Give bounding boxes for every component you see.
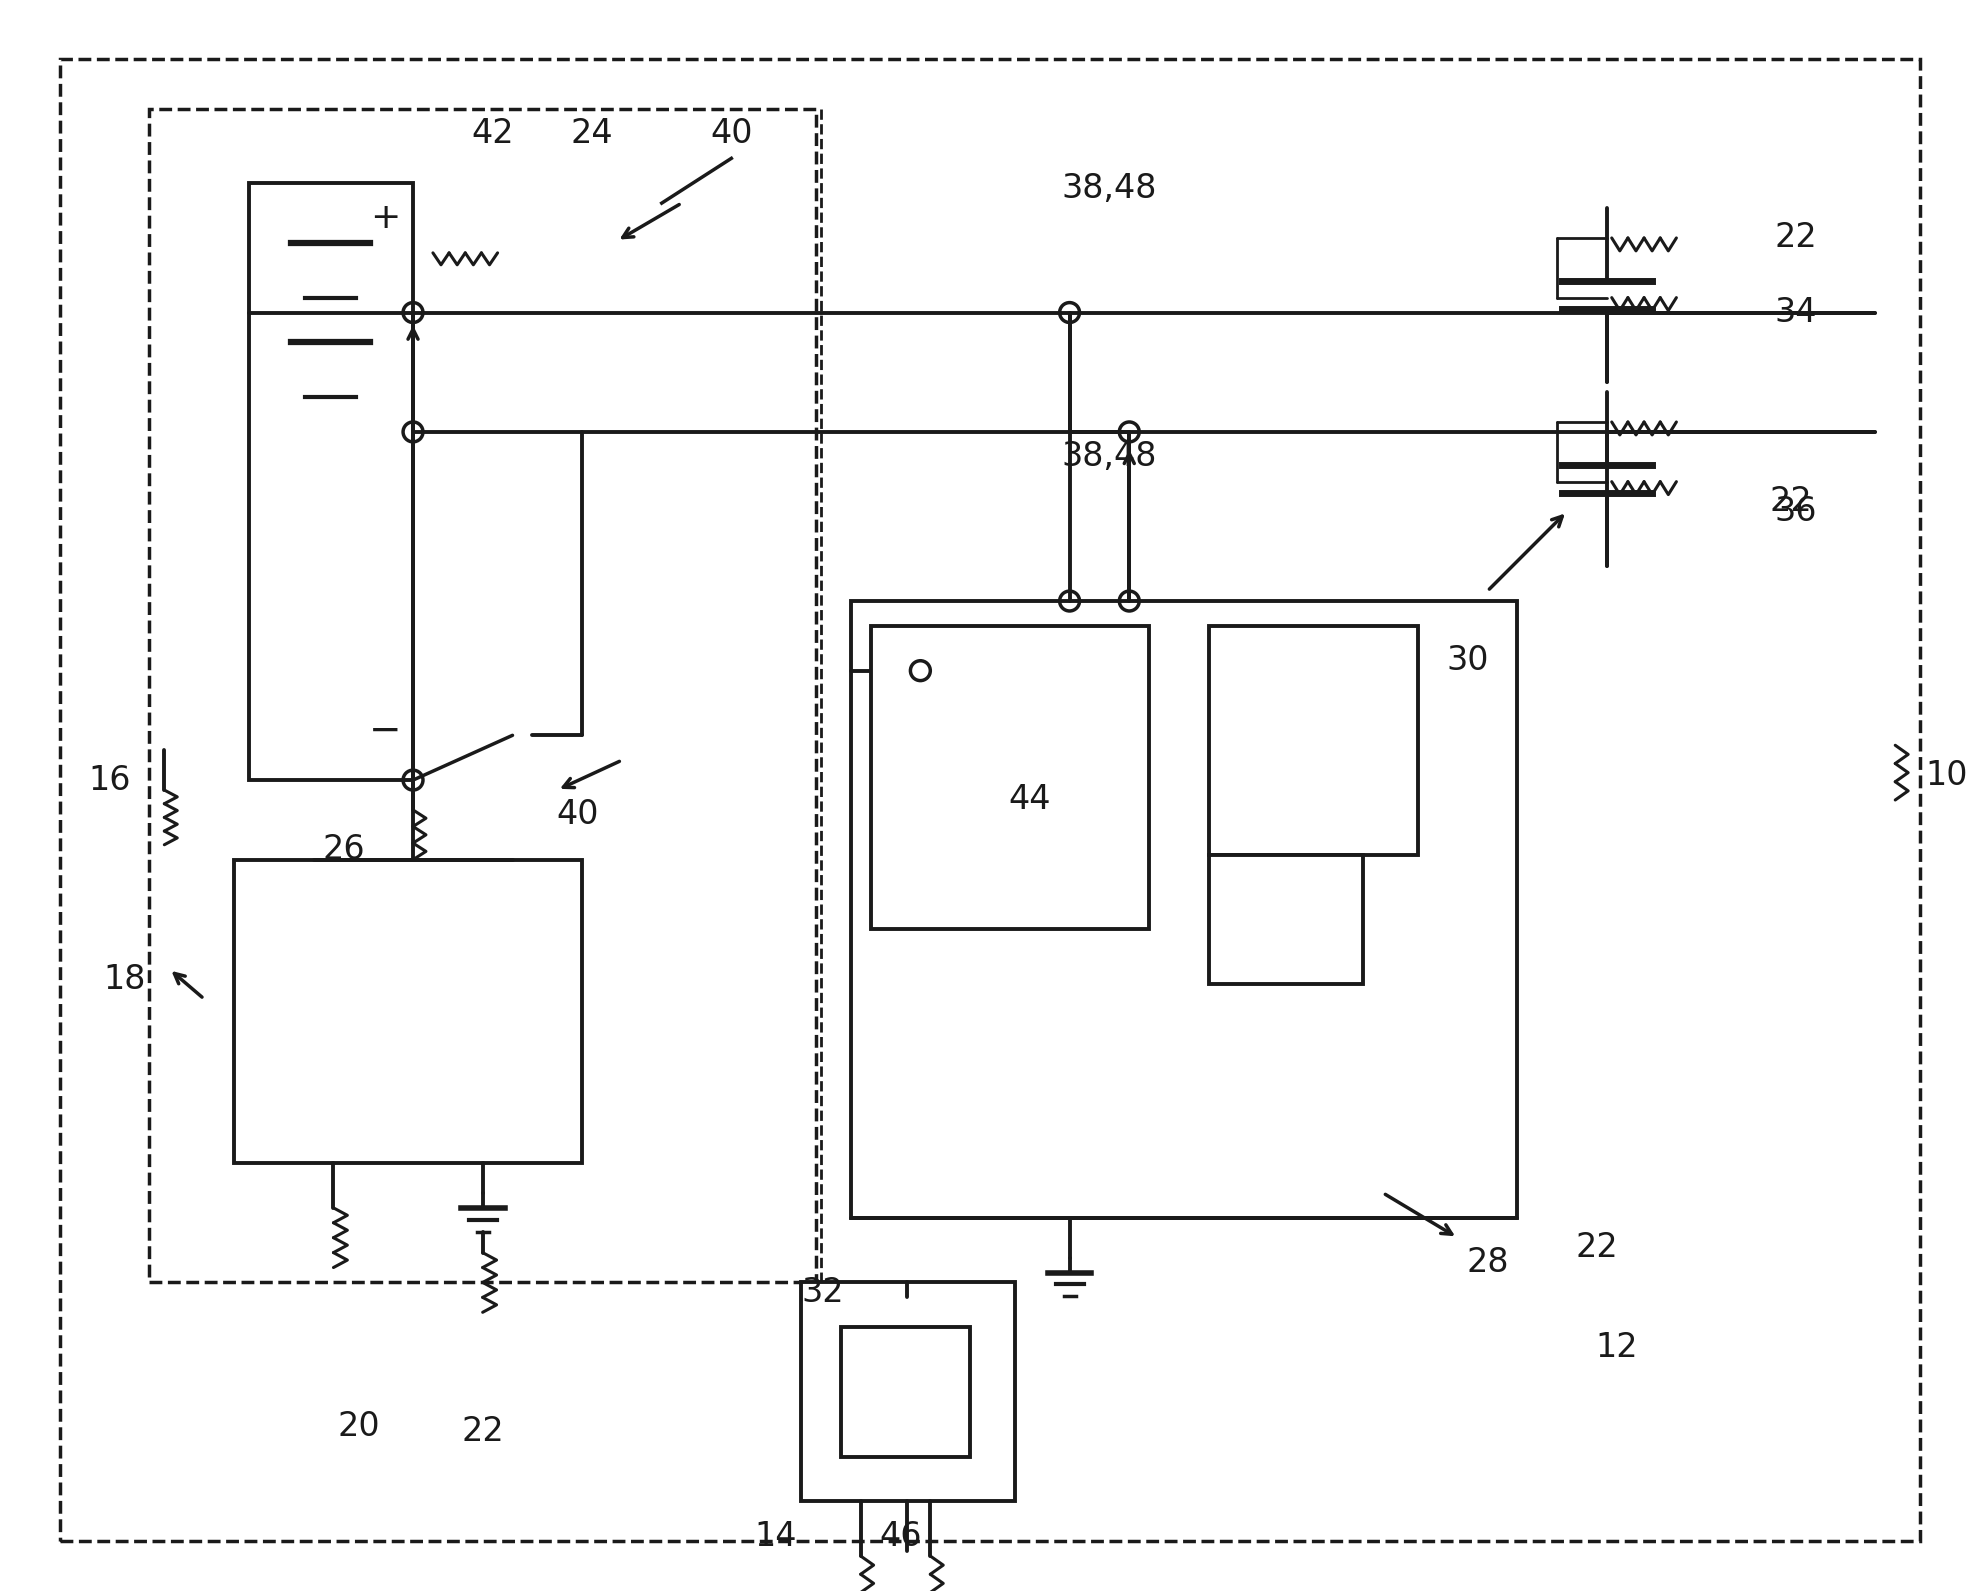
Bar	[1209, 855, 1364, 984]
Text: 26: 26	[323, 833, 364, 866]
Text: 40: 40	[710, 116, 752, 150]
Text: 22: 22	[1769, 485, 1813, 518]
Text: 14: 14	[754, 1520, 798, 1552]
Bar	[249, 183, 414, 780]
Text: 28: 28	[1466, 1246, 1508, 1279]
Text: 32: 32	[801, 1276, 843, 1309]
Bar	[851, 601, 1518, 1219]
Text: 38,48: 38,48	[1061, 172, 1158, 204]
Text: 22: 22	[1575, 1231, 1619, 1265]
Text: 30: 30	[1447, 644, 1488, 678]
Text: −: −	[368, 711, 402, 750]
Text: 46: 46	[879, 1520, 922, 1552]
Text: 22: 22	[1775, 222, 1817, 255]
Text: 10: 10	[1926, 759, 1967, 791]
Text: 44: 44	[1009, 783, 1051, 817]
Text: 40: 40	[556, 799, 598, 831]
Bar	[148, 108, 815, 1282]
Bar	[1209, 625, 1417, 855]
Text: +: +	[370, 201, 400, 234]
Text: 18: 18	[103, 962, 146, 995]
Text: 34: 34	[1775, 297, 1817, 329]
Text: 42: 42	[471, 116, 515, 150]
Text: 20: 20	[336, 1410, 380, 1443]
Text: 24: 24	[570, 116, 613, 150]
Text: 22: 22	[461, 1415, 505, 1448]
Bar	[234, 860, 582, 1163]
Text: 12: 12	[1595, 1330, 1639, 1364]
Text: 36: 36	[1775, 494, 1817, 528]
Bar	[841, 1327, 970, 1456]
Bar	[801, 1282, 1015, 1501]
Bar	[871, 625, 1150, 930]
Text: 38,48: 38,48	[1061, 440, 1158, 474]
Text: 16: 16	[89, 764, 131, 796]
